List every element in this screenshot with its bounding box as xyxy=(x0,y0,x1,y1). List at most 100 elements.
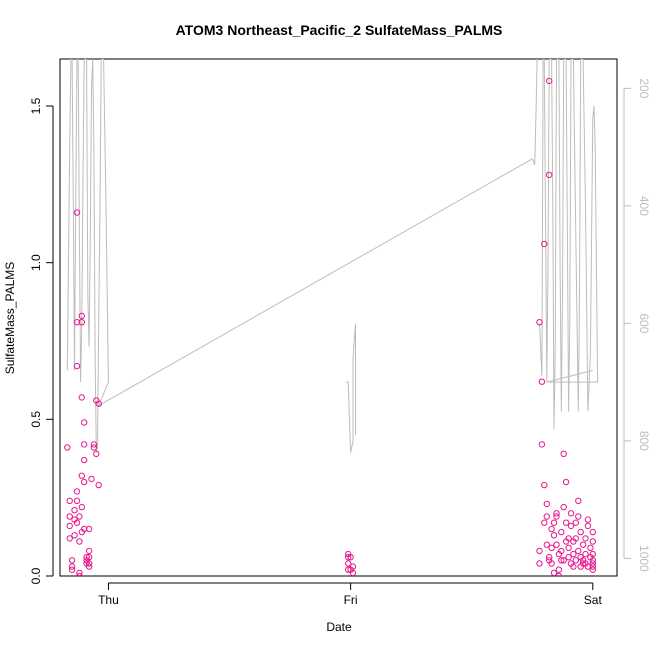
data-point xyxy=(85,554,93,561)
data-point xyxy=(68,557,76,564)
data-point xyxy=(538,441,546,448)
data-point xyxy=(562,478,570,486)
data-point xyxy=(575,513,582,520)
data-point xyxy=(66,513,73,520)
data-point xyxy=(538,378,546,385)
data-point xyxy=(81,441,88,448)
y-axis-label: SulfateMass_PALMS xyxy=(3,262,17,375)
data-point xyxy=(541,481,548,489)
data-point xyxy=(345,554,352,561)
y2-tick-label: 1000 xyxy=(637,545,650,572)
data-point xyxy=(572,557,579,564)
data-point xyxy=(558,528,565,536)
data-point xyxy=(81,419,88,426)
y2-tick-label: 400 xyxy=(637,196,650,216)
data-point xyxy=(579,541,587,548)
data-point xyxy=(553,510,560,517)
data-point xyxy=(66,497,73,504)
data-point xyxy=(560,557,567,564)
data-point xyxy=(565,554,572,561)
data-point xyxy=(543,513,550,520)
data-point xyxy=(95,481,102,489)
data-point xyxy=(90,441,98,448)
data-point xyxy=(349,563,357,570)
data-point xyxy=(560,450,567,457)
data-point xyxy=(71,507,78,514)
data-point xyxy=(85,563,93,570)
data-point xyxy=(345,560,352,567)
x-tick-label: Sat xyxy=(584,593,603,607)
data-point xyxy=(78,312,86,320)
data-point xyxy=(555,572,563,576)
data-point xyxy=(68,566,76,573)
data-point xyxy=(582,535,589,542)
x-tick-label: Fri xyxy=(344,593,358,607)
data-point xyxy=(81,525,88,533)
point-layer xyxy=(64,77,596,576)
data-point xyxy=(548,544,555,551)
data-point xyxy=(73,519,81,526)
data-point xyxy=(76,513,83,520)
data-point xyxy=(548,560,555,567)
data-point xyxy=(78,394,86,401)
data-point xyxy=(577,528,584,536)
data-point xyxy=(88,475,95,483)
data-point xyxy=(541,240,548,248)
data-point xyxy=(550,532,558,539)
data-point xyxy=(93,450,100,457)
data-point xyxy=(78,472,86,479)
data-point xyxy=(562,519,570,526)
chart-title: ATOM3 Northeast_Pacific_2 SulfateMass_PA… xyxy=(176,22,503,38)
data-point xyxy=(589,528,596,536)
plot-frame xyxy=(59,58,618,577)
data-point xyxy=(550,519,558,526)
data-point xyxy=(560,503,567,511)
data-point xyxy=(582,550,589,558)
data-point xyxy=(543,500,550,508)
y2-tick-label: 600 xyxy=(637,313,650,333)
data-point xyxy=(347,554,354,561)
data-point xyxy=(589,563,596,570)
data-point xyxy=(81,478,88,486)
series-line xyxy=(345,323,356,453)
data-point xyxy=(548,525,555,533)
data-point xyxy=(66,535,73,542)
data-point xyxy=(73,362,81,370)
data-point xyxy=(83,554,90,561)
data-point xyxy=(579,560,587,567)
data-point xyxy=(349,569,357,576)
data-point xyxy=(543,541,550,548)
data-point xyxy=(78,319,86,326)
data-point xyxy=(589,550,596,558)
data-point xyxy=(81,456,88,464)
data-point xyxy=(76,538,83,545)
data-point xyxy=(85,525,93,533)
data-point xyxy=(567,522,575,530)
data-point xyxy=(73,497,81,504)
line-layer xyxy=(66,59,599,453)
data-point xyxy=(73,319,81,326)
data-point xyxy=(536,319,543,326)
series-line xyxy=(539,59,599,430)
data-point xyxy=(541,519,548,526)
data-point xyxy=(587,544,594,551)
data-point xyxy=(76,572,83,576)
x-axis-label: Date xyxy=(326,620,352,634)
y2-tick-label: 200 xyxy=(637,78,650,98)
data-point xyxy=(73,488,81,495)
data-point xyxy=(558,547,565,555)
data-point xyxy=(546,77,553,85)
data-point xyxy=(73,209,81,216)
data-point xyxy=(546,554,553,561)
axes-layer: 0.0 0.5 1.0 1.5 200 400 600 800 1000 Thu Fri Sat xyxy=(29,78,650,607)
data-point xyxy=(90,444,98,451)
data-point xyxy=(85,560,93,567)
x-tick-label: Thu xyxy=(98,593,119,607)
y-tick-label: 0.5 xyxy=(29,411,43,428)
data-point xyxy=(589,566,596,573)
series-line xyxy=(66,59,538,453)
data-point xyxy=(565,544,572,551)
data-point xyxy=(71,532,78,539)
data-point xyxy=(66,522,73,530)
